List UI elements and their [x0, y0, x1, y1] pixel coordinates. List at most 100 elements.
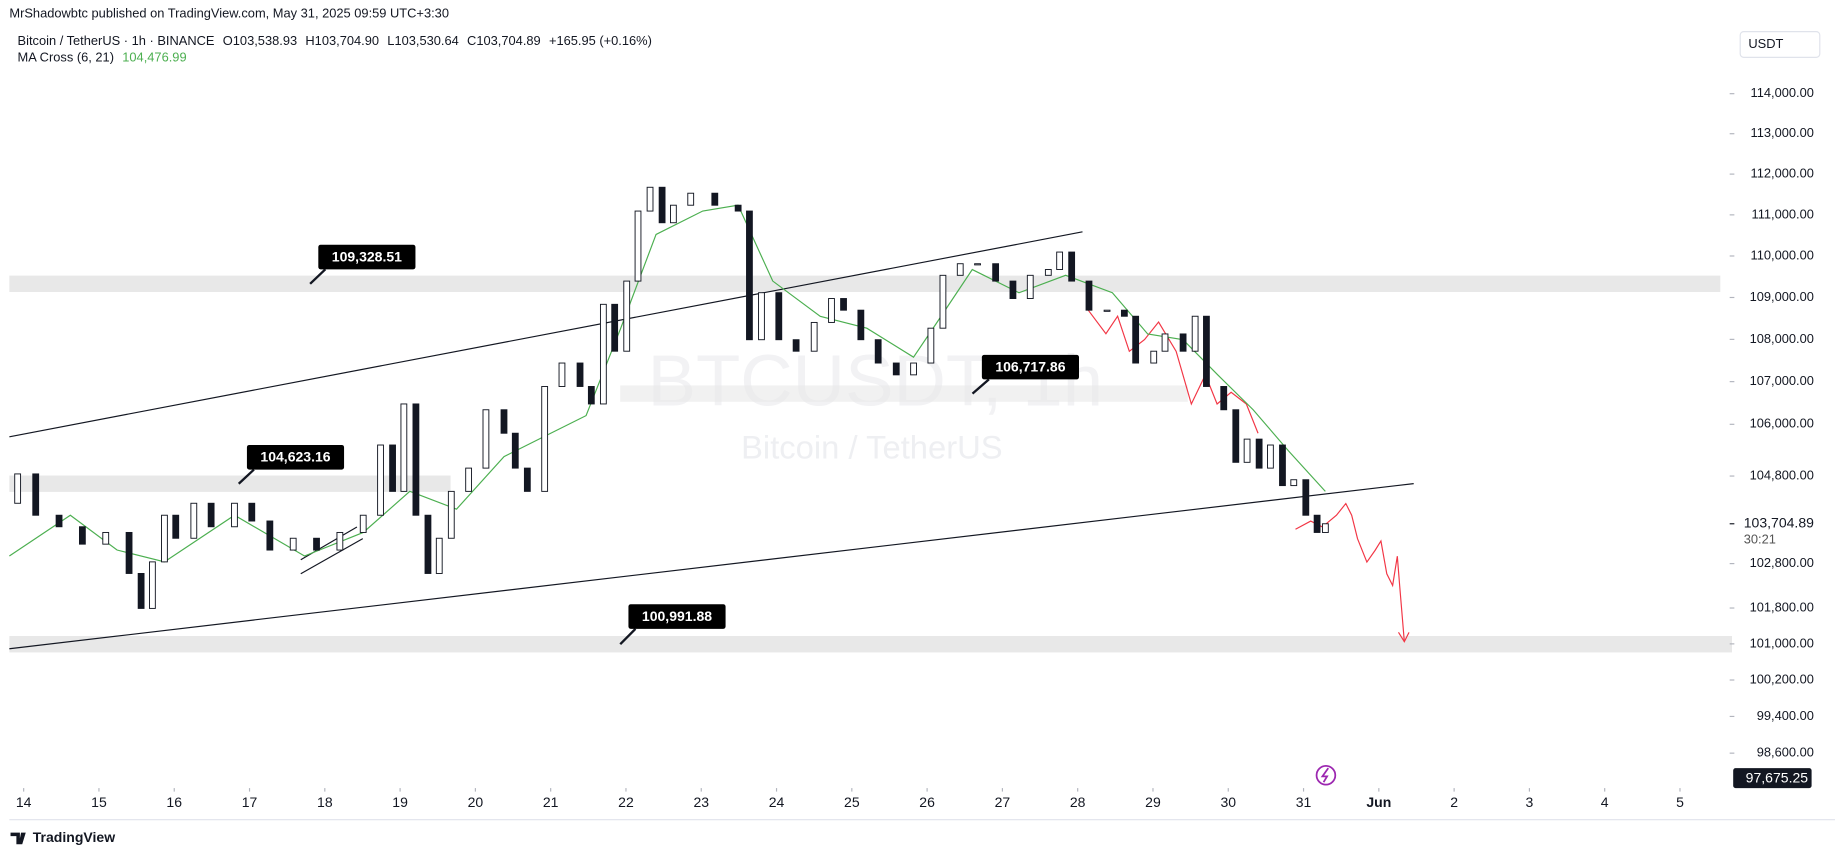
indicator-name: MA Cross (6, 21)	[18, 50, 114, 65]
currency-button[interactable]	[1739, 31, 1821, 58]
candle	[482, 409, 490, 469]
label-pointer	[309, 268, 327, 285]
candle	[1044, 269, 1052, 276]
candle	[55, 514, 63, 528]
y-tick-label: 109,000.00	[1750, 289, 1814, 304]
last-price: 103,704.89	[1744, 514, 1814, 530]
candle	[576, 362, 584, 387]
label-text: 104,623.16	[260, 449, 330, 465]
drawing	[1087, 309, 1259, 434]
x-tick-label: 27	[995, 794, 1011, 810]
candle	[746, 210, 753, 341]
candle	[828, 298, 835, 323]
candle	[266, 520, 274, 551]
candle	[172, 514, 180, 539]
brand-logo	[10, 832, 26, 845]
x-tick-label: 15	[91, 794, 107, 810]
ohlc-label: H	[305, 34, 314, 49]
y-tick-label: 100,200.00	[1750, 671, 1814, 686]
alert-icon[interactable]	[1315, 764, 1337, 786]
candle	[1243, 438, 1251, 463]
candle	[359, 514, 367, 533]
candle	[634, 210, 642, 282]
change: +165.95 (+0.16%)	[549, 34, 652, 49]
x-tick-label: 3	[1526, 794, 1534, 810]
candle	[558, 362, 566, 387]
candle	[14, 473, 22, 504]
candle	[1056, 251, 1064, 270]
ohlc-label: C	[467, 34, 476, 49]
candle	[289, 537, 297, 551]
candle	[336, 531, 344, 551]
bands	[9, 275, 1733, 653]
label-text: 106,717.86	[995, 358, 1065, 374]
ohlc-value: 103,704.89	[476, 34, 540, 49]
candle	[1302, 479, 1310, 516]
candle	[1279, 444, 1286, 487]
candle	[1132, 315, 1140, 364]
candle	[758, 292, 765, 341]
candle	[857, 309, 865, 341]
x-tick-label: 23	[693, 794, 709, 810]
y-tick-label: 111,000.00	[1752, 206, 1814, 221]
candle	[161, 514, 168, 563]
label-pointer	[971, 378, 990, 395]
ohlc-value: 103,530.64	[394, 34, 458, 49]
candle	[1103, 309, 1111, 312]
candle	[424, 514, 432, 574]
candle	[1026, 274, 1034, 299]
candle	[1313, 514, 1321, 533]
candle	[1290, 479, 1298, 487]
candle	[32, 473, 40, 516]
x-tick-label: 21	[543, 794, 559, 810]
candle	[1255, 438, 1263, 469]
y-tick-label: 104,800.00	[1750, 467, 1814, 482]
candle	[447, 490, 455, 539]
y-tick-label: 107,000.00	[1750, 373, 1814, 388]
currency[interactable]: USDT	[1748, 36, 1783, 51]
x-tick-label: 25	[844, 794, 860, 810]
candle	[840, 298, 847, 311]
x-tick-label: 18	[317, 794, 333, 810]
label-box	[628, 604, 726, 629]
x-tick-label: 2	[1450, 794, 1458, 810]
label-text: 109,328.51	[332, 248, 402, 264]
y-tick-label: 113,000.00	[1751, 125, 1814, 140]
candle	[231, 502, 238, 528]
label-pointer	[237, 468, 255, 485]
y-tick-label: 112,000.00	[1751, 166, 1814, 181]
candle	[412, 403, 420, 516]
level-band	[9, 275, 1721, 293]
ohlc-value: 103,704.90	[315, 34, 379, 49]
candle	[956, 263, 964, 276]
x-tick-label: 22	[618, 794, 634, 810]
y-tick-label: 102,800.00	[1750, 555, 1814, 570]
brand: TradingView	[33, 829, 115, 845]
y-tick-label: 108,000.00	[1750, 331, 1814, 346]
x-tick-label: 20	[468, 794, 484, 810]
candle	[377, 444, 384, 516]
candle	[1232, 409, 1240, 463]
candle	[623, 280, 631, 352]
label-box	[981, 354, 1079, 380]
publisher: MrShadowbtc published on TradingView.com…	[9, 5, 449, 20]
symbol-line: Bitcoin / TetherUS · 1h · BINANCE O103,5…	[18, 34, 652, 49]
candle	[1161, 333, 1169, 352]
x-tick-label: Jun	[1366, 794, 1391, 810]
candle	[1068, 251, 1076, 282]
label-pointer	[619, 628, 637, 646]
candle	[974, 263, 981, 266]
arrow-head	[1397, 632, 1410, 643]
candle	[78, 526, 86, 545]
y-tick-label: 98,600.00	[1757, 745, 1814, 760]
candle	[248, 502, 256, 522]
cursor-price-box	[1733, 768, 1812, 789]
candle	[1120, 309, 1128, 317]
candle	[1267, 444, 1274, 469]
level-band	[620, 385, 1188, 402]
candle	[599, 303, 607, 405]
ohlc-label: L	[387, 34, 394, 49]
candle	[874, 339, 882, 364]
candle	[313, 537, 320, 551]
candle	[207, 502, 215, 528]
